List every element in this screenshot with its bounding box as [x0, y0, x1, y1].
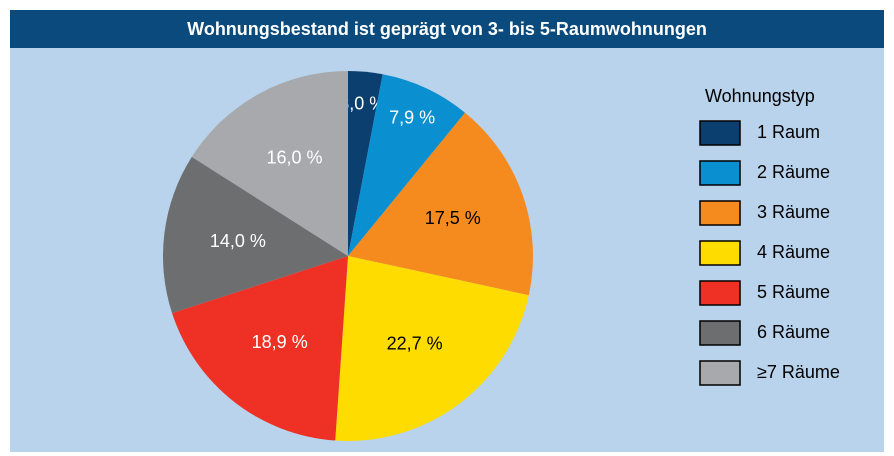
data-label: 7,9 %: [389, 107, 435, 127]
data-label: 18,9 %: [252, 332, 308, 352]
legend-title: Wohnungstyp: [705, 86, 815, 106]
pie-slice: [348, 71, 383, 256]
pie-slice: [348, 74, 466, 256]
pie-slice: [348, 112, 533, 296]
title-bar: [10, 10, 884, 48]
legend-swatch: [699, 120, 741, 146]
legend-label: 2 Räume: [757, 162, 830, 182]
data-label: 22,7 %: [387, 334, 443, 354]
legend-label: 5 Räume: [757, 282, 830, 302]
legend-swatch: [699, 360, 741, 386]
legend-label: ≥7 Räume: [757, 362, 840, 382]
pie-slice: [335, 256, 529, 442]
pie-slice: [172, 256, 348, 441]
legend-label: 4 Räume: [757, 242, 830, 262]
legend-swatch: [699, 280, 741, 306]
data-label: 17,5 %: [425, 208, 481, 228]
data-label: 16,0 %: [267, 147, 323, 167]
legend-label: 6 Räume: [757, 322, 830, 342]
chart-title: Wohnungsbestand ist geprägt von 3- bis 5…: [187, 19, 707, 39]
data-label: 3,0 %: [339, 94, 385, 114]
legend-label: 3 Räume: [757, 202, 830, 222]
legend-swatch: [699, 160, 741, 186]
data-label: 14,0 %: [210, 231, 266, 251]
legend-swatch: [699, 200, 741, 226]
pie-slice: [191, 71, 348, 256]
legend-swatch: [699, 320, 741, 346]
legend-swatch: [699, 240, 741, 266]
pie-slice: [163, 156, 348, 314]
legend-label: 1 Raum: [757, 122, 820, 142]
